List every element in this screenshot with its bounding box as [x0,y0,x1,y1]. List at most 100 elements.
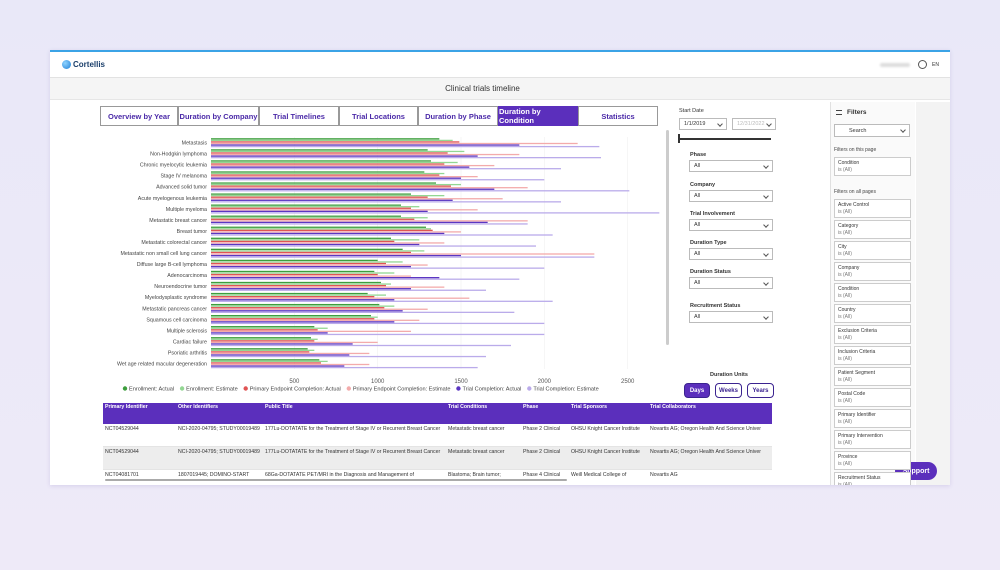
filter-card[interactable]: Condition is (All) [834,283,911,302]
filter-state: is (All) [838,419,852,425]
column-header[interactable]: Public Title [263,403,446,424]
globe-icon[interactable] [918,60,927,69]
filter-card[interactable]: Active Control is (All) [834,199,911,218]
end-date[interactable]: 12/31/2022 [732,118,776,130]
column-header[interactable]: Phase [521,403,569,424]
bar [211,199,453,201]
filter-card[interactable]: Category is (All) [834,220,911,239]
bar [211,338,318,340]
bar [211,188,495,190]
unit-button[interactable]: Years [747,383,774,398]
bar [211,256,595,258]
y-tick-label: Cardiac failure [173,339,207,345]
bar [211,210,428,212]
bar [211,250,425,252]
legend-marker [243,386,248,391]
bar [211,366,478,369]
chart-scrollbar[interactable] [666,130,669,345]
column-header[interactable]: Trial Sponsors [569,403,648,424]
filter-card[interactable]: Condition is (All) [834,157,911,176]
bar [211,351,310,353]
filter-card[interactable]: Country is (All) [834,304,911,323]
dropdown[interactable]: All [689,277,773,289]
column-header[interactable]: Trial Conditions [446,403,521,424]
filter-card[interactable]: Exclusion Criteria is (All) [834,325,911,344]
table-cell: OHSU Knight Cancer Institute [569,446,648,470]
y-tick-label: Advanced solid tumor [156,185,207,191]
on-page-label: Filters on this page [834,147,877,153]
filter-card[interactable]: Primary Intervention is (All) [834,430,911,449]
filter-state: is (All) [838,314,852,320]
tab[interactable]: Duration by Phase [418,106,498,126]
bar [211,261,403,263]
bar-chart: 500 1000 1500 2000 2500 Metastasis Non-Hodgkin… [117,137,660,393]
bar [211,355,486,358]
y-tick-label: Neuroendocrine tumor [154,284,207,290]
bar [211,267,545,269]
filter-card[interactable]: Company is (All) [834,262,911,281]
bar [211,275,411,277]
y-tick-label: Non-Hodgkin lymphoma [150,152,207,158]
unit-button[interactable]: Weeks [715,383,742,398]
filter-state: is (All) [838,293,852,299]
filter-card[interactable]: Patient Segment is (All) [834,367,911,386]
tab[interactable]: Trial Timelines [259,106,339,126]
filter-state: is (All) [838,440,852,446]
filter-state: is (All) [838,398,852,404]
bar [211,349,315,351]
bar [211,232,445,235]
filter-state: is (All) [838,209,852,215]
filter-card[interactable]: Primary Identifier is (All) [834,409,911,428]
bar [211,283,391,285]
tab[interactable]: Trial Locations [339,106,418,126]
search-box[interactable]: Search [834,124,910,137]
y-tick-label: Multiple myeloma [166,207,207,213]
y-tick-label: Stage IV melanoma [160,174,207,180]
dropdown[interactable]: All [689,219,773,231]
dropdown[interactable]: All [689,311,773,323]
dropdown[interactable]: All [689,190,773,202]
bar [211,365,345,367]
table-row[interactable]: NCT04529044 NCI-2020-04795; STUDY00019489… [103,446,772,470]
dropdown[interactable]: All [689,248,773,260]
bar [211,344,511,347]
dropdown-label: Duration Type [690,240,727,246]
y-tick-label: Squamous cell carcinoma [146,317,207,323]
bar [211,207,411,209]
filter-state: is (All) [838,167,852,173]
dropdown-label: Company [690,182,716,188]
tab[interactable]: Duration by Condition [498,106,578,126]
dropdown[interactable]: All [689,160,773,172]
y-tick-label: Acute myelogenous leukemia [138,196,207,202]
column-header[interactable]: Other Identifiers [176,403,263,424]
filter-card[interactable]: Recruitment Status is (All) [834,472,911,485]
bar [211,363,370,366]
y-tick-label: Diffuse large B-cell lymphoma [137,262,207,268]
bar [211,183,461,186]
unit-button[interactable]: Days [684,383,710,398]
column-header[interactable]: Primary Identifier [103,403,176,424]
tab[interactable]: Duration by Company [178,106,259,126]
filter-card[interactable]: City is (All) [834,241,911,260]
filter-card[interactable]: Inclusion Criteria is (All) [834,346,911,365]
table-row[interactable]: NCT04081701 1807019445; DOMINO-START 68Ga-… [103,469,772,485]
start-date[interactable]: 1/1/2019 [679,118,727,130]
bar [211,212,660,214]
filter-name: Company [838,265,860,271]
table-cell: Novartis AG; Oregon Health And Science U… [648,446,772,470]
column-header[interactable]: Trial Collaborators [648,403,772,424]
bar [211,245,536,247]
bar [211,362,321,364]
table-row[interactable]: NCT04529044 NCI-2020-04795; STUDY00019489… [103,424,772,447]
filter-card[interactable]: Postal Code is (All) [834,388,911,407]
table-cell: 68Ga-DOTATATE PET/MRI in the Diagnosis a… [263,469,446,485]
table-scrollbar[interactable] [105,479,567,481]
bar [211,337,311,339]
filter-card[interactable]: Province is (All) [834,451,911,470]
slider-handle[interactable] [678,134,680,143]
language[interactable]: EN [932,62,939,68]
tab[interactable]: Overview by Year [100,106,178,126]
y-tick-label: Metastatic non small cell lung cancer [120,251,207,257]
tab[interactable]: Statistics [578,106,658,126]
app-window: Cortellis EN Clinical trials timeline 50… [50,50,950,485]
